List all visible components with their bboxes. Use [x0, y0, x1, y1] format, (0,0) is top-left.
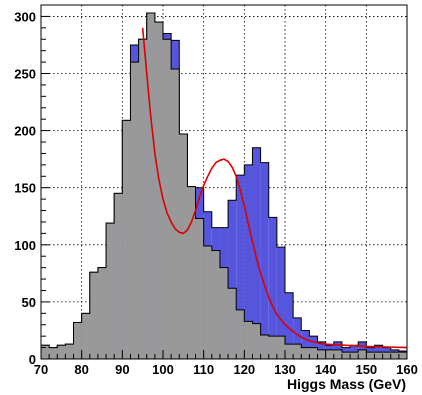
histogram-bar: [374, 352, 383, 359]
histogram-bar: [358, 349, 367, 359]
histogram-bar: [106, 223, 115, 359]
histogram-bar: [341, 352, 351, 359]
histogram-bar: [309, 347, 318, 359]
histogram-bar: [195, 218, 204, 359]
histogram-bar: [171, 68, 180, 359]
histogram-bar: [398, 352, 407, 359]
histogram-bar: [211, 250, 220, 359]
x-tick-label: 160: [396, 362, 418, 377]
ticks-layer: [40, 4, 408, 360]
histogram-bar: [81, 313, 90, 359]
labels-layer: 70 80 90 100 110 120 130 140 150 160 0 50 100 150 200 2…: [14, 9, 418, 377]
bars-layer: [40, 12, 408, 360]
histogram-bar: [350, 352, 359, 359]
histogram-bar: [203, 245, 212, 359]
histogram-bar: [228, 288, 237, 359]
x-tick-label: 150: [355, 362, 377, 377]
histogram-bar: [317, 349, 326, 359]
histogram-bar: [293, 317, 302, 359]
x-tick-label: 120: [233, 362, 255, 377]
histogram-bar: [268, 217, 277, 359]
y-tick-label: 250: [14, 67, 36, 82]
histogram-bar: [285, 344, 294, 359]
y-tick-label: 150: [14, 181, 36, 196]
y-tick-label: 200: [14, 124, 36, 139]
histogram-bar: [366, 352, 375, 359]
histogram-bar: [260, 162, 269, 359]
x-tick-label: 80: [74, 362, 88, 377]
histogram-bar: [49, 347, 58, 359]
histogram-bar: [57, 345, 66, 359]
histogram-bar: [187, 186, 196, 359]
y-tick-label: 300: [14, 9, 36, 24]
histogram-bar: [236, 309, 245, 359]
histogram-bar: [65, 344, 74, 359]
histogram-bar: [179, 134, 188, 359]
histogram-bar: [333, 349, 342, 359]
fit-layer: [141, 27, 408, 349]
histogram-bar: [146, 12, 155, 359]
histogram-bar: [244, 321, 253, 359]
y-tick-label: 0: [29, 352, 36, 367]
histogram-bar: [301, 330, 310, 359]
histogram-bar: [163, 39, 172, 360]
histogram-bar: [285, 292, 294, 359]
histogram-bar: [301, 347, 310, 359]
histogram-bar: [130, 62, 139, 360]
y-tick-label: 100: [14, 238, 36, 253]
histogram-series: [40, 12, 408, 360]
histogram-bar: [41, 345, 50, 359]
histogram-bar: [293, 344, 302, 359]
x-tick-label: 110: [193, 362, 214, 377]
histogram-bar: [219, 267, 229, 359]
x-axis-title: Higgs Mass (GeV): [287, 376, 406, 392]
plot-frame: [40, 4, 408, 360]
histogram-bar: [89, 272, 98, 359]
histogram-bar: [252, 147, 261, 359]
histogram-bar: [122, 120, 131, 360]
y-tick-label: 50: [22, 295, 36, 310]
histogram-bar: [114, 193, 123, 359]
histogram-bar: [276, 247, 285, 359]
histogram-bar: [154, 22, 163, 360]
histogram-bar: [244, 164, 253, 359]
histogram-outline: [40, 12, 408, 359]
x-tick-label: 90: [115, 362, 129, 377]
histogram-bar: [382, 352, 391, 359]
histogram-bar: [228, 200, 237, 359]
x-tick-label: 140: [315, 362, 337, 377]
x-tick-label: 100: [152, 362, 174, 377]
histogram-bar: [252, 323, 261, 359]
histogram-bar: [73, 322, 82, 359]
fit-curve: [141, 27, 408, 349]
histogram-bar: [390, 352, 399, 359]
histogram-bar: [236, 175, 245, 359]
histogram-bar: [138, 39, 147, 360]
x-tick-label: 70: [34, 362, 48, 377]
histogram-bar: [268, 336, 277, 359]
histogram-bar: [325, 349, 334, 359]
histogram-bar: [276, 336, 285, 359]
histogram-bar: [97, 267, 107, 359]
histogram-bar: [260, 335, 269, 359]
x-tick-label: 130: [274, 362, 296, 377]
